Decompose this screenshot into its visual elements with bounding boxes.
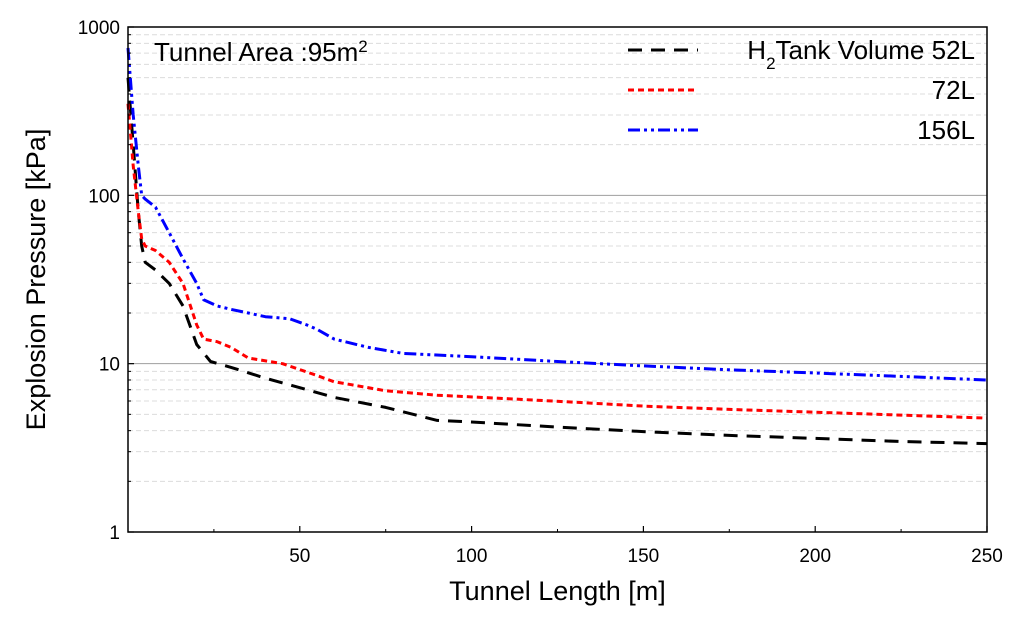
x-tick-label: 200 <box>799 546 831 567</box>
x-tick-label: 150 <box>628 546 660 567</box>
axis-ticks: 50 100 150 200 250 1 10 100 1000 <box>78 18 1003 567</box>
x-tick-label: 250 <box>971 546 1003 567</box>
series-lines <box>126 47 988 446</box>
tunnel-area-annotation-superscript: 2 <box>358 37 367 56</box>
legend-label-1: H2Tank Volume 52L <box>747 35 975 73</box>
legend-label-2: 72L <box>932 75 975 105</box>
legend-label-prefix: H <box>747 35 766 65</box>
x-axis-title: Tunnel Length [m] <box>449 576 666 606</box>
y-tick-label: 1 <box>109 523 120 544</box>
series-line-3 <box>126 47 988 382</box>
y-axis-title: Explosion Pressure [kPa] <box>21 129 51 431</box>
legend-label-3: 156L <box>917 115 975 145</box>
tunnel-area-annotation-text: Tunnel Area :95m <box>154 37 358 67</box>
plot-area-frame <box>127 26 988 533</box>
x-tick-label: 100 <box>456 546 488 567</box>
y-tick-label: 100 <box>88 186 120 207</box>
legend-label-subscript: 2 <box>766 54 775 73</box>
y-tick-label: 1000 <box>78 18 120 39</box>
grid-lines <box>128 34 987 482</box>
tunnel-area-annotation: Tunnel Area :95m2 <box>154 37 368 68</box>
legend-label-name: Tank Volume 52L <box>776 35 975 65</box>
series-line-1 <box>126 77 988 446</box>
series-line-2 <box>126 103 988 420</box>
y-tick-label: 10 <box>99 355 120 376</box>
x-tick-label: 50 <box>289 546 310 567</box>
